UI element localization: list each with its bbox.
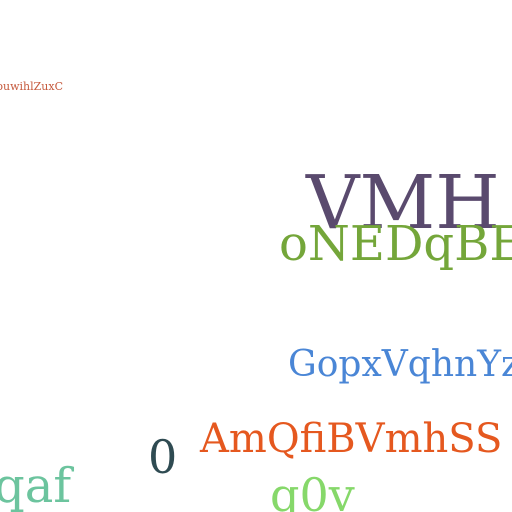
word-amqfibvmhss: AmQfiBVmhSS — [200, 416, 503, 462]
word-gopxvqhnyz: GopxVqhnYz — [288, 344, 512, 385]
word-q0v: q0v — [270, 468, 355, 512]
word-buwihlzuxc: buwihlZuxC — [0, 80, 64, 93]
word-zero: 0 — [148, 430, 178, 484]
word-onedqbe: oNEDqBE — [279, 216, 512, 272]
word-qaf: qaf — [0, 458, 72, 512]
word-vmh: VMH — [306, 160, 500, 246]
